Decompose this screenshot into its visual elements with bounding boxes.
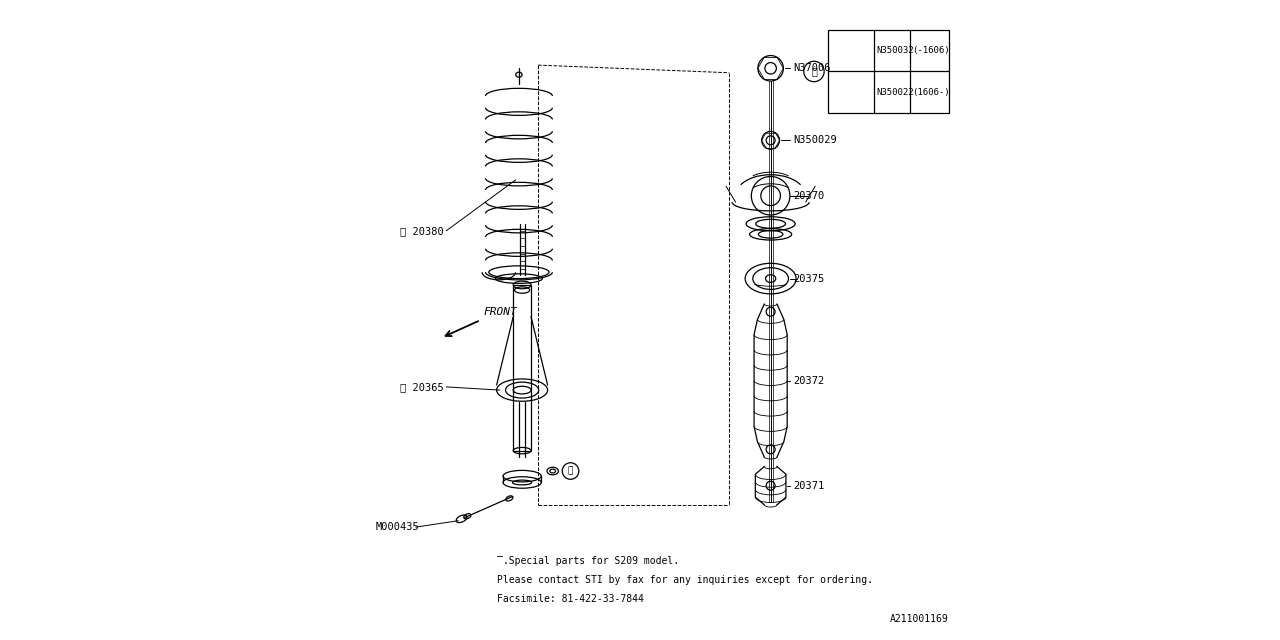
Text: 20375: 20375 (792, 273, 824, 284)
Text: ※ 20365: ※ 20365 (399, 382, 444, 392)
Text: ※ 20380: ※ 20380 (399, 226, 444, 236)
Text: A211001169: A211001169 (891, 614, 948, 625)
Bar (513, 285, 531, 451)
Text: 20371: 20371 (792, 481, 824, 491)
Text: 20372: 20372 (792, 376, 824, 385)
Text: N350032: N350032 (876, 46, 914, 55)
Text: FRONT: FRONT (484, 307, 517, 317)
Text: N350022: N350022 (876, 88, 914, 97)
Circle shape (562, 463, 579, 479)
Text: ‾.Special parts for S209 model.: ‾.Special parts for S209 model. (497, 556, 678, 566)
Text: ①: ① (568, 467, 573, 476)
Bar (828, 30, 948, 113)
Circle shape (804, 61, 824, 82)
Text: 20370: 20370 (792, 191, 824, 201)
Text: ①: ① (812, 67, 817, 77)
Text: N37006: N37006 (792, 63, 831, 74)
Text: Facsimile: 81-422-33-7844: Facsimile: 81-422-33-7844 (497, 594, 644, 604)
Text: N350029: N350029 (792, 135, 837, 145)
Text: (-1606): (-1606) (913, 46, 950, 55)
Text: Please contact STI by fax for any inquiries except for ordering.: Please contact STI by fax for any inquir… (497, 575, 873, 585)
Text: M000435: M000435 (375, 522, 420, 532)
Text: (1606-): (1606-) (913, 88, 950, 97)
